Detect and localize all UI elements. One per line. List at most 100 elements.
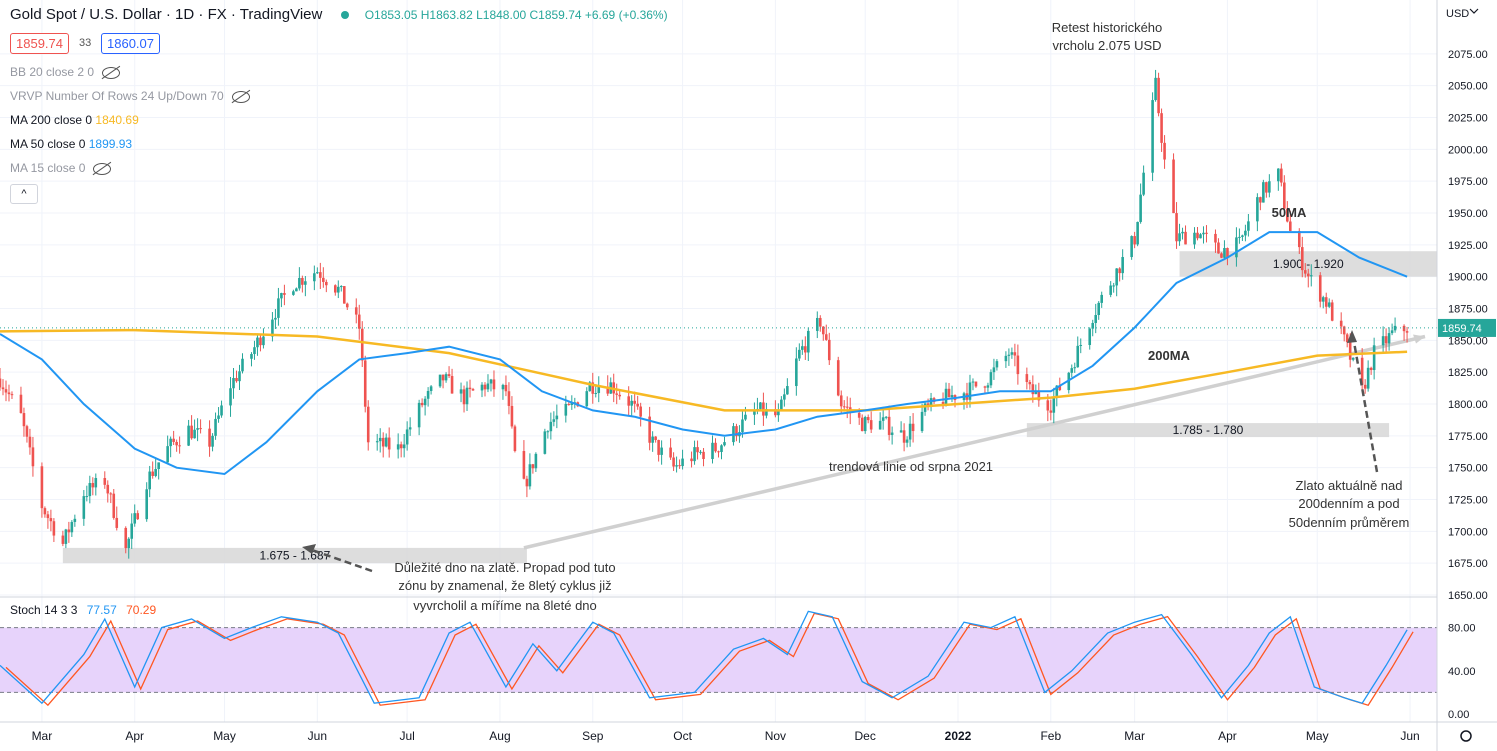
indicator-vrvp-label: VRVP Number Of Rows 24 Up/Down 70 [10, 89, 224, 103]
candle-body [489, 379, 493, 384]
indicator-ma15[interactable]: MA 15 close 0 [10, 161, 112, 175]
symbol-title[interactable]: Gold Spot / U.S. Dollar · 1D · FX · Trad… [10, 6, 323, 23]
candle-body [501, 384, 505, 390]
candle-body [1133, 236, 1136, 245]
stoch-lines [0, 610, 1437, 707]
candle-body [911, 423, 915, 432]
eye-hidden-icon[interactable] [102, 66, 121, 79]
candle-body [1241, 235, 1244, 237]
candle-body [94, 478, 98, 488]
bid-price-box[interactable]: 1859.74 [10, 33, 69, 54]
candle-body [711, 442, 714, 460]
candle-body [1214, 233, 1217, 243]
ohlc-readout: O1853.05 H1863.82 L1848.00 C1859.74 +6.6… [364, 8, 668, 22]
candle-body [73, 518, 77, 522]
candle-body [741, 419, 744, 433]
candle-body [591, 382, 595, 394]
candle-body [866, 417, 870, 421]
indicator-vrvp[interactable]: VRVP Number Of Rows 24 Up/Down 70 [10, 89, 250, 103]
candle-body [878, 420, 882, 430]
candle-body [241, 358, 244, 372]
candle-body [4, 389, 8, 393]
zone-label: 1.675 - 1.687 [260, 549, 331, 563]
candle-body [1226, 248, 1229, 258]
candle-body [316, 272, 319, 274]
ask-price-box[interactable]: 1860.07 [101, 33, 160, 54]
indicator-ma15-label: MA 15 close 0 [10, 161, 86, 175]
candle-body [22, 413, 26, 427]
candle-body [1013, 352, 1017, 356]
indicator-ma200[interactable]: MA 200 close 0 1840.69 [10, 113, 139, 127]
candle-body [510, 405, 514, 427]
header: Gold Spot / U.S. Dollar · 1D · FX · Trad… [10, 6, 668, 23]
candle-body [777, 411, 780, 416]
candle-body [1217, 242, 1220, 254]
candle-body [774, 409, 777, 416]
y-tick-label: 1925.00 [1448, 240, 1488, 252]
stoch-legend[interactable]: Stoch 14 3 3 77.57 70.29 [10, 603, 156, 617]
candle-body [1247, 221, 1250, 231]
x-tick-label: Nov [765, 729, 786, 743]
support-zones: 1.675 - 1.687 1.785 - 1.780 1.900 - 1.920 [62, 251, 1437, 564]
spread-value: 33 [79, 37, 92, 49]
candle-body [630, 400, 633, 406]
indicator-bb-label: BB 20 close 2 0 [10, 65, 95, 79]
candle-body [585, 391, 589, 407]
candle-body [968, 382, 972, 400]
candle-body [824, 334, 828, 340]
candle-body [1139, 194, 1142, 222]
candle-body [229, 388, 232, 406]
candle-body [1112, 285, 1115, 287]
candle-body [429, 386, 433, 391]
candle-body [783, 394, 786, 400]
candle-body [217, 415, 220, 419]
candle-body [594, 393, 598, 395]
candle-body [1265, 182, 1268, 193]
zone-label: 1.785 - 1.780 [1173, 423, 1244, 437]
stoch-k-line [0, 610, 1408, 705]
candle-body [145, 489, 148, 520]
candle-body [334, 285, 337, 293]
candle-body [1, 387, 5, 390]
candle-body [420, 402, 424, 406]
candle-body [52, 521, 56, 536]
candle-body [196, 428, 199, 430]
candle-body [91, 483, 95, 488]
candle-body [669, 447, 672, 458]
indicator-bb[interactable]: BB 20 close 2 0 [10, 65, 121, 79]
candle-body [1079, 344, 1083, 346]
y-tick-label: 1725.00 [1448, 495, 1488, 507]
stoch-band [0, 627, 1437, 693]
candle-body [1289, 221, 1292, 231]
candle-body [717, 451, 720, 453]
indicator-ma50[interactable]: MA 50 close 0 1899.93 [10, 137, 132, 151]
candle-body [564, 403, 568, 416]
candles [0, 69, 1409, 559]
candle-body [1052, 397, 1056, 413]
candle-body [765, 409, 768, 416]
x-tick-label: Oct [673, 729, 692, 743]
candle-body [61, 535, 65, 544]
candle-body [175, 441, 178, 446]
y-tick-label: 2050.00 [1448, 81, 1488, 93]
collapse-legend-button[interactable]: ^ [10, 184, 38, 204]
candle-body [232, 377, 235, 389]
candle-body [549, 421, 553, 432]
x-tick-label: May [213, 729, 236, 743]
eye-hidden-icon[interactable] [231, 90, 250, 103]
bottom-annotation-line: Důležité dno na zlatě. Propad pod tuto [394, 560, 615, 575]
stoch-tick-label: 0.00 [1448, 709, 1469, 721]
candle-body [1055, 385, 1059, 398]
candle-body [492, 379, 496, 390]
candle-body [1142, 172, 1145, 195]
currency-label: USD [1446, 8, 1469, 20]
candle-body [1360, 357, 1364, 385]
indicator-ma50-label: MA 50 close 0 [10, 137, 86, 151]
candle-body [256, 337, 259, 348]
eye-hidden-icon[interactable] [93, 162, 112, 175]
candle-body [902, 430, 906, 443]
candle-body [884, 416, 888, 418]
candle-body [507, 391, 511, 406]
candle-body [759, 402, 762, 409]
